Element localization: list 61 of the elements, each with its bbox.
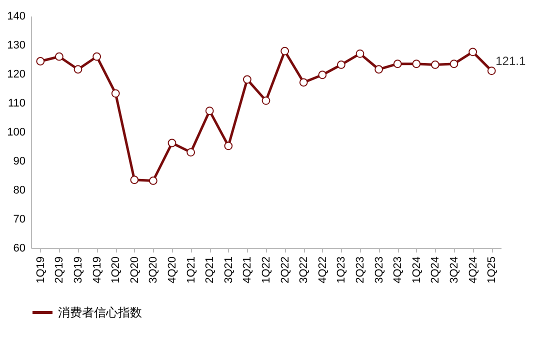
x-tick-label: 4Q22 — [316, 256, 329, 284]
point — [430, 60, 440, 69]
x-tick-label: 2Q24 — [430, 256, 442, 284]
x-tick-label: 4Q21 — [242, 256, 254, 284]
x-tick-label: 4Q24 — [467, 256, 480, 284]
x-tick-label: 1Q20 — [110, 256, 122, 284]
point — [130, 176, 139, 184]
y-tick-label: 130 — [7, 40, 26, 52]
x-tick-label: 1Q24 — [410, 256, 423, 284]
x-tick-label: 3Q24 — [448, 256, 460, 284]
point — [168, 138, 176, 148]
data-label: 121.1 — [496, 54, 526, 68]
y-tick-label: 90 — [13, 156, 26, 168]
x-tick-label: 1Q19 — [34, 256, 47, 284]
y-tick-label: 110 — [8, 98, 26, 110]
x-tick-label: 3Q19 — [72, 256, 84, 284]
point — [356, 50, 364, 58]
y-tick-label: 60 — [13, 242, 26, 254]
x-tick-label: 4Q23 — [392, 256, 404, 284]
x-tick-label: 2Q22 — [279, 256, 292, 284]
point — [224, 142, 233, 150]
x-tick-label: 1Q21 — [185, 256, 198, 284]
point — [374, 65, 384, 74]
point — [74, 65, 82, 74]
point — [54, 52, 64, 61]
y-tick-label: 80 — [13, 184, 26, 196]
point — [186, 148, 196, 156]
x-tick-label: 3Q22 — [298, 256, 310, 284]
point — [393, 60, 402, 68]
point — [318, 70, 327, 80]
y-tick-label: 140 — [7, 10, 26, 22]
y-tick-label: 100 — [7, 126, 26, 138]
legend-label: 消费者信心指数 — [58, 306, 142, 320]
x-tick-label: 3Q20 — [148, 256, 160, 284]
point — [412, 60, 421, 68]
point — [148, 176, 158, 185]
x-tick-label: 2Q20 — [128, 256, 141, 284]
point — [262, 96, 270, 105]
x-tick-label: 1Q22 — [260, 256, 272, 284]
x-tick-label: 3Q23 — [373, 256, 386, 284]
point — [468, 48, 478, 56]
x-tick-label: 4Q20 — [166, 256, 178, 284]
point — [242, 75, 252, 84]
x-tick-label: 4Q19 — [91, 256, 104, 284]
x-tick-label: 3Q21 — [222, 256, 235, 284]
y-tick-label: 120 — [7, 68, 26, 80]
y-tick-label: 70 — [13, 214, 26, 226]
x-tick-label: 1Q25 — [486, 256, 498, 284]
point — [487, 66, 496, 76]
point — [205, 106, 214, 116]
point — [336, 60, 346, 69]
x-tick-label: 1Q23 — [336, 256, 348, 284]
point — [36, 57, 45, 66]
point — [299, 78, 308, 87]
point — [450, 60, 458, 68]
x-tick-label: 2Q21 — [204, 256, 216, 284]
x-tick-label: 2Q23 — [354, 256, 366, 284]
point — [280, 46, 290, 56]
point — [92, 52, 102, 61]
x-tick-label: 2Q19 — [54, 256, 66, 284]
point — [111, 89, 120, 98]
